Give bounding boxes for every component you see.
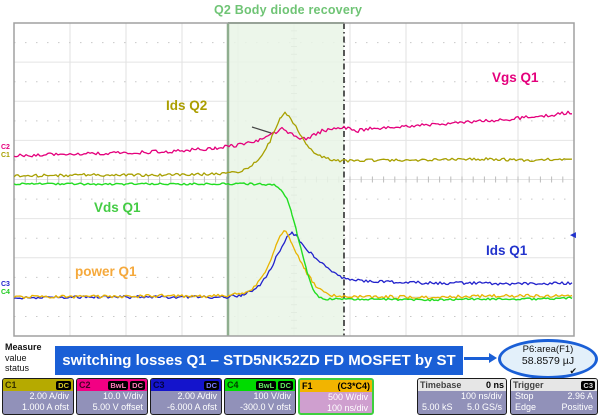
- timebase-label: Timebase: [420, 380, 462, 390]
- c2-coupling-badge: DC: [130, 380, 145, 390]
- trace-vgs: [14, 110, 572, 158]
- measurement-valid-check-icon: ✔: [569, 365, 577, 376]
- vds-q1-label: Vds Q1: [94, 200, 141, 215]
- measure-label: Measure: [5, 342, 42, 352]
- f1-timebase: 100 ns/div: [326, 403, 368, 413]
- trace-ids: [14, 231, 573, 300]
- c2-position-marker[interactable]: C2: [1, 144, 10, 151]
- c1-position-marker[interactable]: C1: [1, 152, 10, 159]
- c3-id: C3: [153, 380, 165, 390]
- trace-ids: [14, 111, 573, 178]
- callout-arrow-shaft: [464, 357, 490, 360]
- ids-q1-label: Ids Q1: [486, 243, 528, 258]
- trigger-level-arrow-icon[interactable]: ◄: [568, 230, 578, 241]
- c3-coupling-badge: DC: [204, 380, 219, 390]
- c4-scale: 100 V/div: [253, 391, 291, 401]
- channel-c4-descriptor[interactable]: C4 BwL DC 100 V/div -300.0 V ofst: [224, 378, 296, 415]
- channel-c2-descriptor[interactable]: C2 BwL DC 10.0 V/div 5.00 V offset: [76, 378, 148, 415]
- c1-coupling-badge: DC: [56, 380, 71, 390]
- measurement-name: P6:area(F1): [522, 343, 574, 355]
- trace-power: [14, 230, 573, 300]
- c3-scale: 2.00 A/div: [177, 391, 217, 401]
- trigger-level: 2.96 A: [567, 391, 593, 401]
- trigger-slope: Positive: [561, 402, 593, 412]
- c1-offset: 1.000 A ofst: [21, 402, 69, 412]
- timebase-samples: 5.00 kS: [422, 402, 453, 412]
- measure-status-label: status: [5, 363, 30, 373]
- c1-id: C1: [5, 380, 17, 390]
- trigger-source-badge: C3: [581, 380, 595, 390]
- c3-position-marker[interactable]: C3: [1, 281, 10, 288]
- c3-offset: -6.000 A ofst: [166, 402, 217, 412]
- c4-position-marker[interactable]: C4: [1, 289, 10, 296]
- trace-vds: [14, 182, 573, 302]
- channel-c1-descriptor[interactable]: C1 DC 2.00 A/div 1.000 A ofst: [2, 378, 74, 415]
- math-f1-descriptor[interactable]: F1 (C3*C4) 500 W/div 100 ns/div: [298, 378, 374, 415]
- trigger-mode: Stop: [515, 391, 534, 401]
- area-measurement-callout: P6:area(F1) 58.8579 µJ ✔: [498, 339, 598, 379]
- power-q1-label: power Q1: [75, 264, 137, 279]
- measure-panel: Measure value status: [5, 342, 42, 374]
- timebase-scale: 100 ns/div: [460, 391, 502, 401]
- f1-source: (C3*C4): [337, 381, 370, 391]
- c4-bwl-badge: BwL: [256, 380, 277, 390]
- annotation-banner: switching losses Q1 – STD5NK52ZD FD MOSF…: [55, 346, 463, 375]
- trigger-type: Edge: [515, 402, 537, 412]
- channel-c3-descriptor[interactable]: C3 DC 2.00 A/div -6.000 A ofst: [150, 378, 222, 415]
- c4-id: C4: [227, 380, 239, 390]
- c2-bwl-badge: BwL: [108, 380, 129, 390]
- vgs-q1-label: Vgs Q1: [492, 70, 539, 85]
- measurement-value: 58.8579 µJ: [521, 354, 575, 367]
- timebase-delay: 0 ns: [485, 380, 504, 390]
- c2-id: C2: [79, 380, 91, 390]
- region-title: Q2 Body diode recovery: [214, 3, 363, 17]
- c2-scale: 10.0 V/div: [102, 391, 143, 401]
- f1-id: F1: [302, 381, 313, 391]
- callout-arrow-icon: [489, 353, 497, 363]
- trigger-descriptor[interactable]: Trigger C3 Stop 2.96 A Edge Positive: [510, 378, 598, 415]
- c2-offset: 5.00 V offset: [92, 402, 143, 412]
- c4-coupling-badge: DC: [278, 380, 293, 390]
- ids-q2-label: Ids Q2: [166, 98, 208, 113]
- c4-offset: -300.0 V ofst: [239, 402, 291, 412]
- f1-scale: 500 W/div: [327, 392, 368, 402]
- c1-scale: 2.00 A/div: [29, 391, 69, 401]
- timebase-rate: 5.0 GS/s: [466, 402, 502, 412]
- trigger-label: Trigger: [513, 380, 544, 390]
- timebase-descriptor[interactable]: Timebase 0 ns 100 ns/div 5.00 kS 5.0 GS/…: [417, 378, 507, 415]
- measure-value-label: value: [5, 352, 27, 363]
